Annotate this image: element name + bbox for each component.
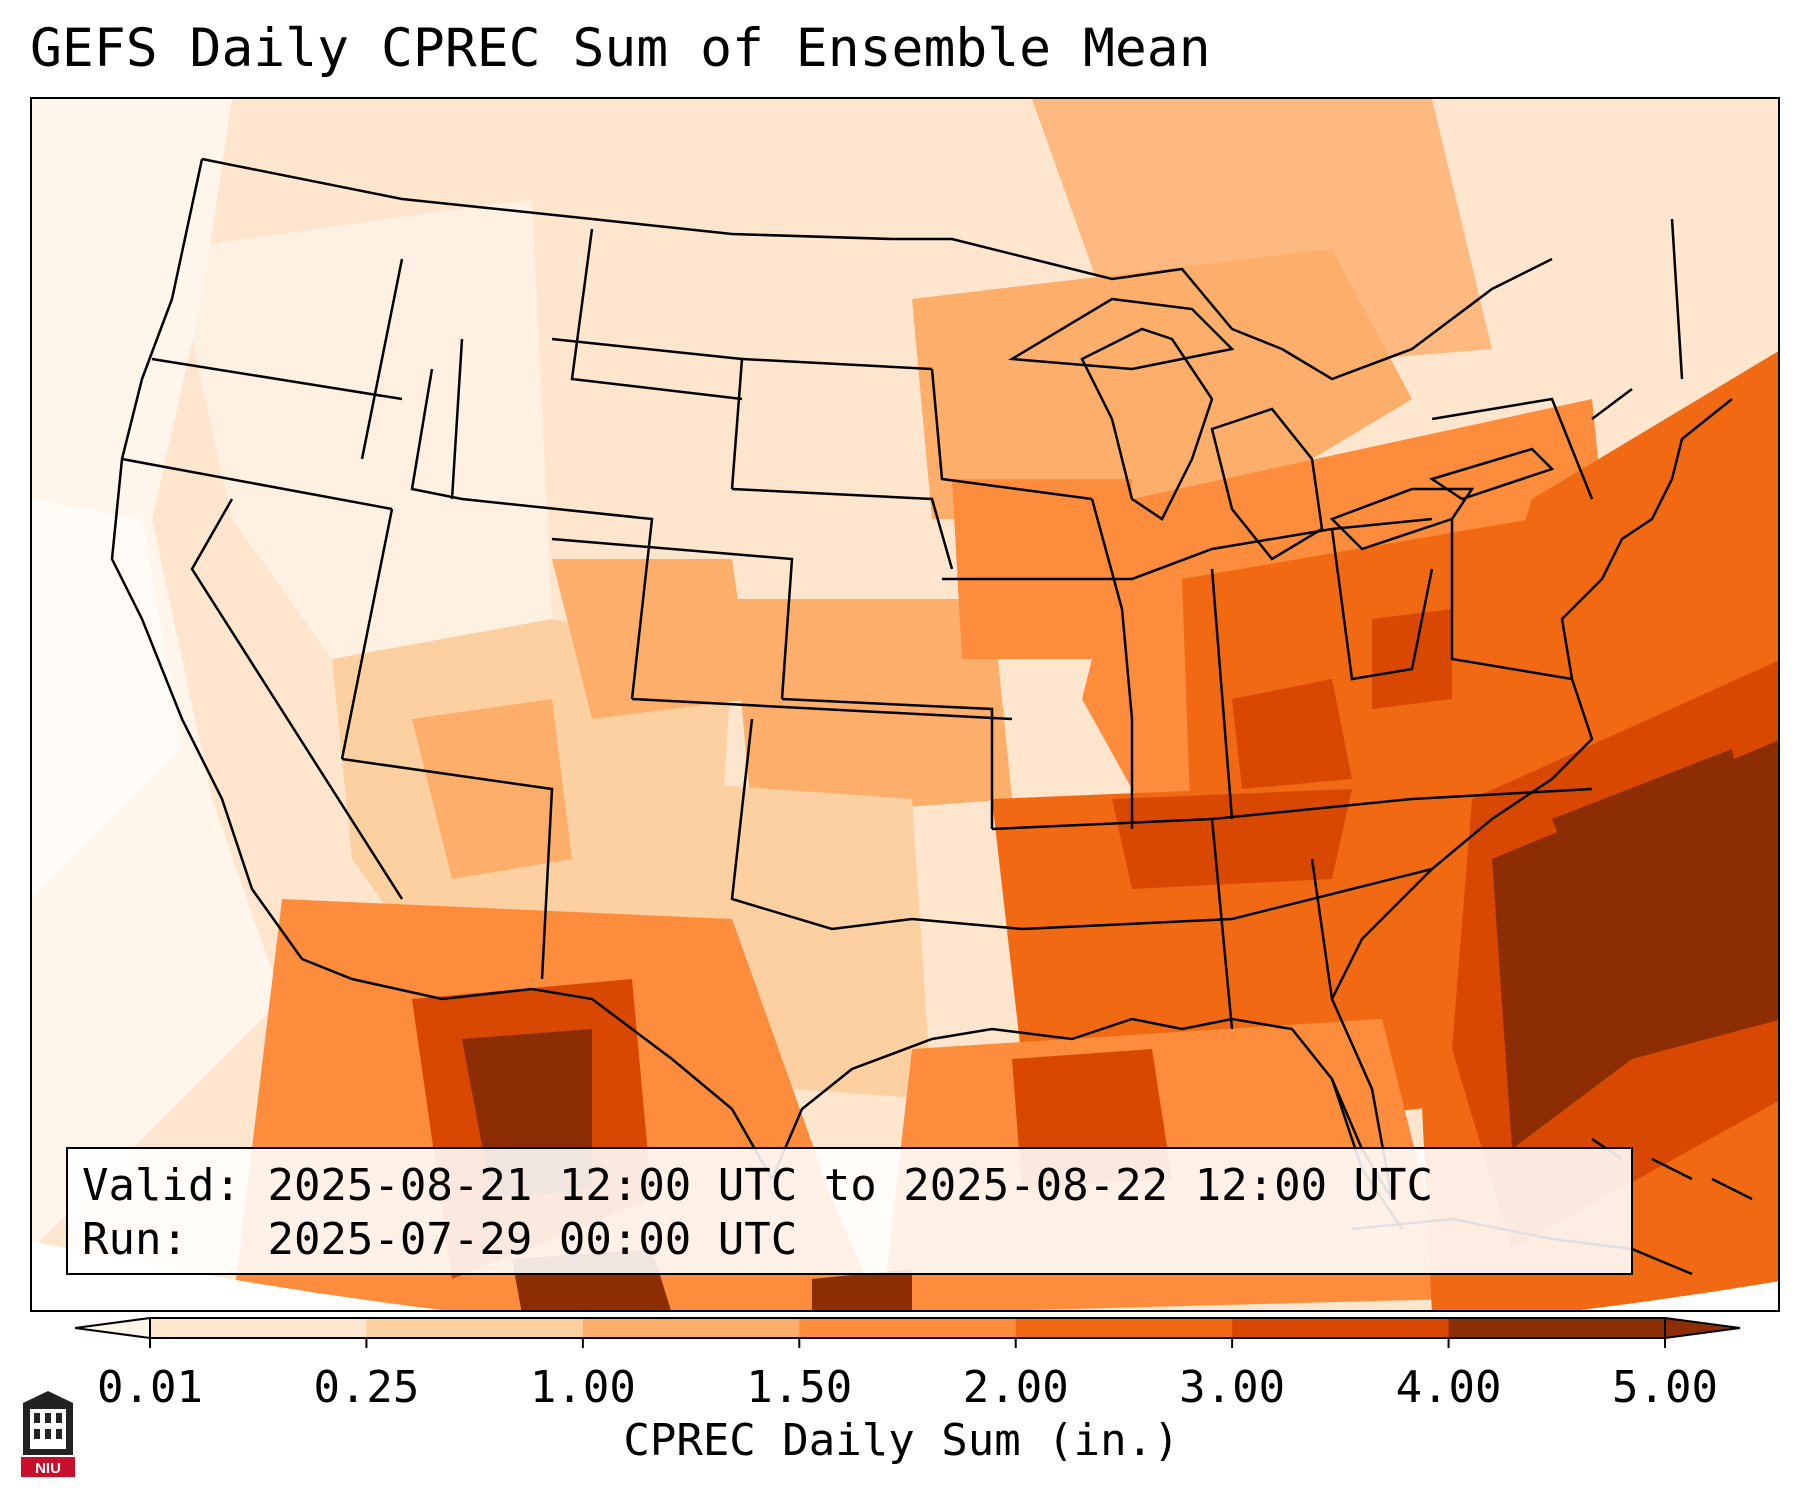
colorbar-segment	[366, 1318, 584, 1338]
colorbar-segment	[1448, 1318, 1666, 1338]
colorbar-tick-label: 3.00	[1179, 1362, 1285, 1410]
colorbar-extend-low	[74, 1316, 151, 1340]
colorbar-tick-label: 1.50	[746, 1362, 852, 1410]
colorbar-segment	[1232, 1318, 1450, 1338]
colorbar-segment	[150, 1318, 367, 1338]
colorbar-segment	[582, 1318, 800, 1338]
valid-line: Valid: 2025-08-21 12:00 UTC to 2025-08-2…	[82, 1159, 1617, 1213]
colorbar-segment	[799, 1318, 1017, 1338]
valid-label: Valid:	[82, 1160, 241, 1211]
map-title: GEFS Daily CPREC Sum of Ensemble Mean	[30, 18, 1211, 79]
valid-value: 2025-08-21 12:00 UTC to 2025-08-22 12:00…	[267, 1160, 1434, 1211]
colorbar-tick-label: 4.00	[1396, 1362, 1502, 1410]
map-canvas	[32, 99, 1778, 1310]
run-line: Run: 2025-07-29 00:00 UTC	[82, 1213, 1617, 1267]
colorbar-segment	[1015, 1318, 1233, 1338]
colorbar-tick-label: 0.25	[313, 1362, 419, 1410]
colorbar-outline	[149, 1317, 1666, 1339]
colorbar-tick-label: 5.00	[1612, 1362, 1718, 1410]
state-borders	[110, 157, 1753, 1276]
niu-logo: NIU	[21, 1391, 75, 1477]
colorbar-tick-label: 0.01	[97, 1362, 203, 1410]
run-value: 2025-07-29 00:00 UTC	[267, 1214, 798, 1265]
run-label: Run:	[82, 1214, 188, 1265]
niu-logo-text: NIU	[35, 1460, 61, 1477]
colorbar: 0.01 0.25 1.00 1.50 2.00 3.00 4.00 5.00	[74, 1316, 1741, 1410]
valid-run-info-box: Valid: 2025-08-21 12:00 UTC to 2025-08-2…	[66, 1147, 1633, 1275]
colorbar-extend-high	[1664, 1316, 1741, 1340]
precipitation-map	[30, 97, 1780, 1312]
colorbar-tick-label: 1.00	[530, 1362, 636, 1410]
colorbar-tick-label: 2.00	[963, 1362, 1069, 1410]
colorbar-label: CPREC Daily Sum (in.)	[623, 1415, 1180, 1466]
